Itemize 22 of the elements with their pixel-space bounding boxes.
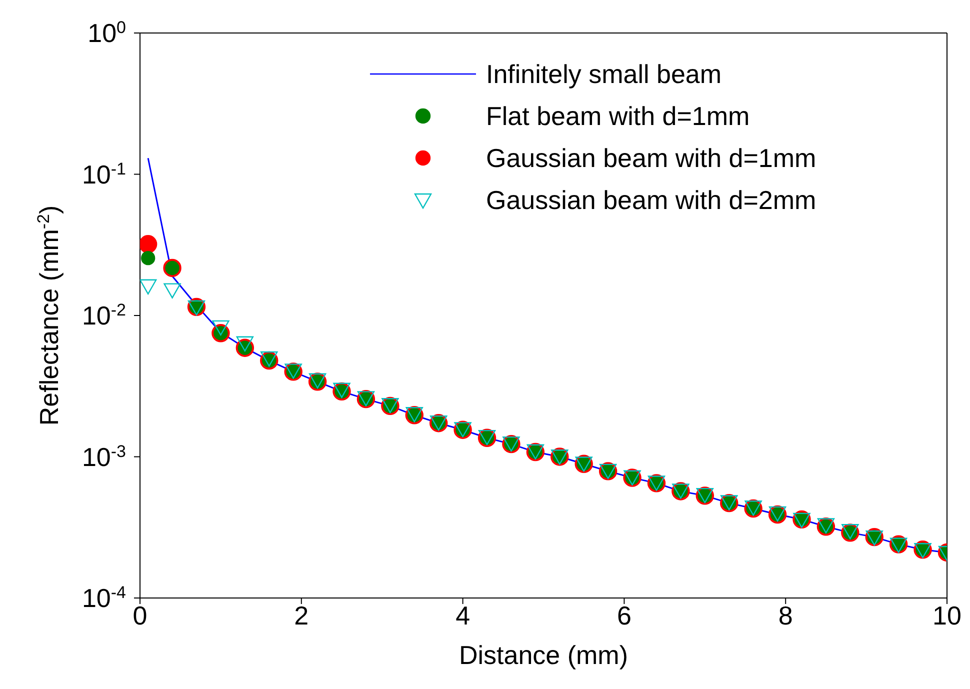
- x-tick-label: 8: [778, 600, 793, 630]
- y-tick-label: 10$^{-1}$: [82, 158, 126, 190]
- y-tick-label: 10$^{-3}$: [82, 441, 126, 472]
- point: [140, 235, 158, 254]
- x-tick-label: 6: [616, 600, 632, 630]
- y-tick-label: 10$^{0}$: [88, 18, 126, 48]
- legend-label: Gaussian beam with d=2mm: [486, 184, 816, 217]
- x-tick-label: 0: [132, 600, 148, 630]
- point: [164, 283, 181, 298]
- point: [140, 279, 157, 295]
- point: [236, 336, 254, 352]
- legend-label: Flat beam with d=1mm: [486, 100, 750, 133]
- point: [140, 250, 156, 266]
- y-tick-label: 10$^{-4}$: [82, 582, 126, 613]
- x-tick-label: 2: [294, 600, 309, 630]
- x-tick-label: 10: [932, 600, 962, 630]
- legend-label: Infinitely small beam: [486, 58, 722, 91]
- x-tick-label: 4: [456, 600, 470, 630]
- legend-label: Gaussian beam with d=1mm: [486, 142, 816, 175]
- y-tick-label: 10$^{-2}$: [82, 300, 126, 330]
- x-axis-title: Distance (mm): [458, 640, 628, 670]
- point: [212, 320, 230, 336]
